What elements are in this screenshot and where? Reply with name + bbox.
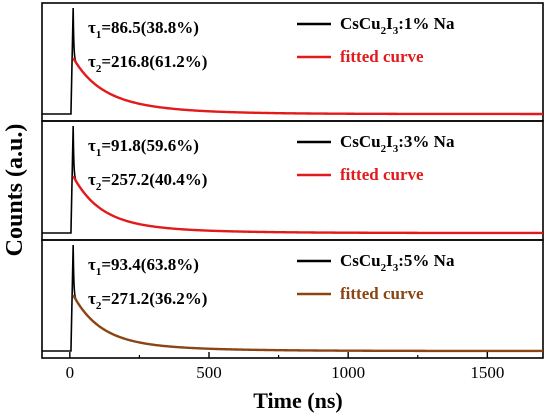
- chart-panel: τ1=91.8(59.6%) τ2=257.2(40.4%) CsCu2I3:3% …: [41, 120, 544, 241]
- chart-panel: τ1=86.5(38.8%) τ2=216.8(61.2%) CsCu2I3:1% …: [41, 2, 544, 122]
- x-axis-title: Time (ns): [253, 388, 342, 413]
- tau1-annotation: τ1=93.4(63.8%): [88, 255, 199, 278]
- legend-measured-label: CsCu2I3:1% Na: [340, 14, 455, 37]
- tau2-annotation: τ2=216.8(61.2%): [88, 52, 207, 75]
- legend-fitted-label: fitted curve: [340, 47, 424, 66]
- x-axis-tick-label: 1000: [331, 363, 365, 382]
- tau2-annotation: τ2=257.2(40.4%): [88, 170, 207, 193]
- x-axis-tick-label: 1500: [470, 363, 504, 382]
- fitted-curve-line: [72, 175, 543, 235]
- tau1-annotation: τ1=91.8(59.6%): [88, 136, 199, 159]
- tau1-annotation: τ1=86.5(38.8%): [88, 18, 199, 41]
- chart-panel: τ1=93.4(63.8%) τ2=271.2(36.2%) CsCu2I3:5% …: [41, 239, 544, 359]
- tau2-annotation: τ2=271.2(36.2%): [88, 289, 207, 312]
- x-axis-tick-label: 0: [66, 363, 75, 382]
- fitted-curve-line: [72, 57, 543, 116]
- legend-fitted-label: fitted curve: [340, 165, 424, 184]
- fitted-curve-line: [72, 294, 543, 353]
- legend-fitted-label: fitted curve: [340, 284, 424, 303]
- legend-measured-label: CsCu2I3:5% Na: [340, 251, 455, 274]
- legend-measured-label: CsCu2I3:3% Na: [340, 132, 455, 155]
- y-axis-title: Counts (a.u.): [2, 124, 28, 257]
- legend: CsCu2I3:5% Na fitted curve: [297, 251, 455, 303]
- legend: CsCu2I3:3% Na fitted curve: [297, 132, 455, 184]
- x-axis: 0 500 1000 1500: [66, 352, 504, 382]
- legend: CsCu2I3:1% Na fitted curve: [297, 14, 455, 66]
- x-axis-tick-label: 500: [196, 363, 222, 382]
- chart-panels: τ1=86.5(38.8%) τ2=216.8(61.2%) CsCu2I3:1% …: [41, 2, 544, 359]
- panel-frame: [41, 239, 544, 359]
